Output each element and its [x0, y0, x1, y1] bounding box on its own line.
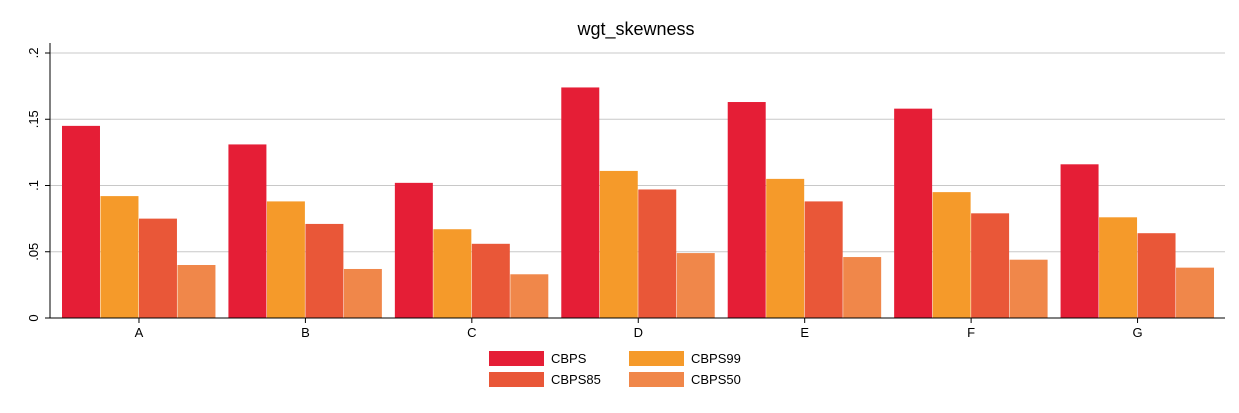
- bar-cbps50-c: [510, 274, 549, 318]
- bar-cbps85-b: [305, 223, 344, 318]
- legend-swatch: [629, 351, 684, 366]
- legend-label: CBPS50: [691, 372, 741, 387]
- bar-cbps85-c: [471, 243, 510, 318]
- bar-cbps99-f: [932, 192, 971, 318]
- legend-item-cbps85: CBPS85: [489, 372, 601, 387]
- legend-item-cbps: CBPS: [489, 351, 587, 366]
- bar-cbps50-g: [1176, 267, 1215, 318]
- y-tick-label: .05: [26, 243, 41, 261]
- x-tick-label: B: [301, 325, 310, 340]
- bar-cbps99-g: [1099, 217, 1138, 318]
- bar-cbps50-d: [676, 253, 715, 318]
- bar-cbps99-e: [766, 178, 805, 318]
- x-tick-label: C: [467, 325, 476, 340]
- bar-cbps99-c: [433, 229, 472, 318]
- x-tick-label: A: [135, 325, 144, 340]
- bar-cbps85-d: [638, 189, 677, 318]
- bar-cbps50-f: [1009, 259, 1048, 318]
- bar-cbps50-a: [177, 265, 216, 318]
- bar-cbps50-e: [843, 257, 882, 318]
- bars: [62, 87, 1215, 319]
- legend-label: CBPS: [551, 351, 587, 366]
- y-tick-label: .1: [26, 180, 41, 191]
- bar-cbps85-a: [138, 218, 177, 318]
- bar-cbps-a: [62, 125, 100, 318]
- bar-cbps-e: [727, 102, 766, 319]
- bar-cbps85-e: [804, 201, 843, 318]
- legend-item-cbps50: CBPS50: [629, 372, 741, 387]
- y-tick-label: .15: [26, 110, 41, 128]
- x-tick-label: G: [1132, 325, 1142, 340]
- legend-label: CBPS99: [691, 351, 741, 366]
- bar-cbps99-a: [100, 196, 139, 318]
- axes: 0 .05 .1 .15 .2 A B C D E F G: [26, 43, 1225, 340]
- x-tick-label: D: [634, 325, 643, 340]
- x-tick-label: E: [800, 325, 809, 340]
- legend-item-cbps99: CBPS99: [629, 351, 741, 366]
- legend-swatch: [489, 351, 544, 366]
- bar-cbps99-b: [266, 201, 305, 318]
- bar-cbps-f: [894, 108, 933, 319]
- bar-cbps99-d: [599, 170, 638, 318]
- legend: CBPS CBPS99 CBPS85 CBPS50: [489, 351, 741, 387]
- y-tick-label: .2: [26, 48, 41, 59]
- legend-label: CBPS85: [551, 372, 601, 387]
- legend-swatch: [489, 372, 544, 387]
- chart-title: wgt_skewness: [576, 19, 694, 40]
- bar-cbps85-f: [971, 213, 1010, 318]
- bar-cbps-c: [394, 182, 433, 318]
- bar-cbps50-b: [343, 268, 382, 318]
- legend-swatch: [629, 372, 684, 387]
- bar-cbps-g: [1060, 164, 1099, 318]
- bar-cbps-d: [561, 87, 600, 318]
- x-tick-label: F: [967, 325, 975, 340]
- y-tick-label: 0: [26, 314, 41, 321]
- bar-cbps-b: [228, 144, 267, 318]
- bar-cbps85-g: [1137, 233, 1176, 318]
